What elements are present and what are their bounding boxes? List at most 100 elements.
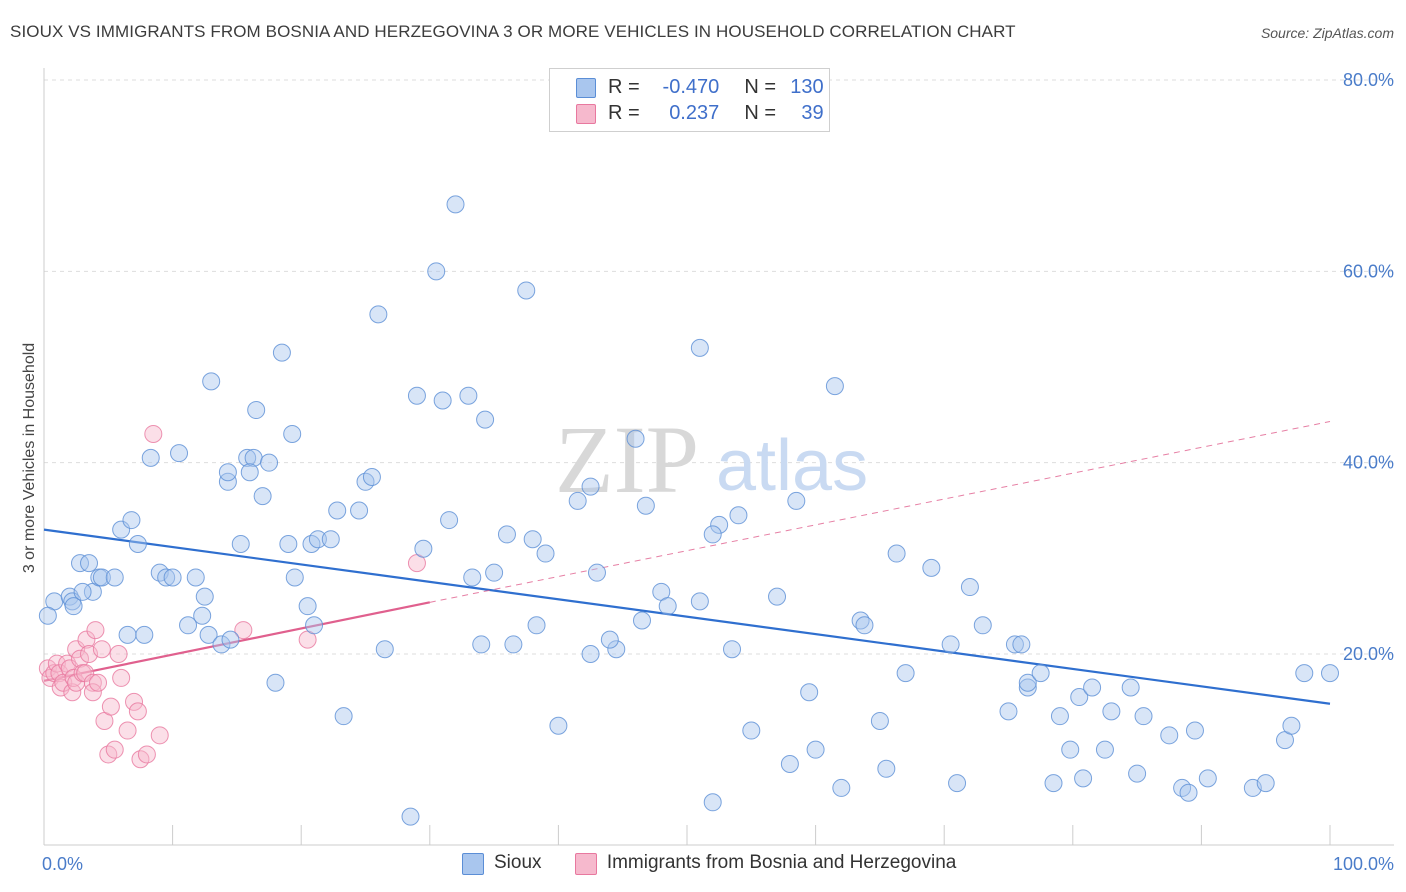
sioux-point — [960, 578, 979, 597]
sioux-point — [1012, 635, 1031, 654]
sioux-point — [703, 525, 722, 544]
legend-swatch-bosnia — [576, 104, 596, 124]
sioux-point — [1321, 664, 1339, 683]
sioux-point — [581, 645, 600, 663]
sioux-point — [38, 606, 57, 625]
legend-r-value-bosnia: 0.237 — [669, 102, 720, 124]
sioux-point — [1018, 673, 1037, 692]
x-tick-label: 100.0% — [1333, 854, 1394, 874]
chart-title: SIOUX VS IMMIGRANTS FROM BOSNIA AND HERZ… — [10, 22, 1016, 41]
sioux-point — [218, 463, 237, 482]
sioux-point — [118, 625, 137, 644]
sioux-point — [433, 391, 452, 410]
bosnia-point — [118, 721, 137, 740]
sioux-point — [64, 597, 83, 616]
bosnia-point — [86, 621, 105, 640]
y-tick-label: 20.0% — [1343, 644, 1394, 664]
sioux-point — [80, 554, 99, 573]
sioux-point — [690, 338, 709, 357]
sioux-point — [401, 807, 420, 826]
legend-n-label: N = — [744, 102, 777, 124]
sioux-point — [690, 592, 709, 611]
sioux-point — [877, 759, 896, 778]
bottom-legend: Sioux Immigrants from Bosnia and Herzego… — [462, 852, 984, 875]
sioux-point — [328, 501, 347, 520]
sioux-point — [163, 568, 182, 587]
sioux-point — [504, 635, 523, 654]
watermark: ZIP atlas — [555, 406, 868, 513]
gridlines — [44, 79, 1394, 655]
sioux-point — [73, 582, 92, 601]
bottom-legend-label-sioux: Sioux — [494, 852, 542, 873]
bosnia-point — [50, 664, 69, 683]
sioux-point — [1198, 769, 1217, 788]
sioux-point — [742, 721, 761, 740]
watermark-zip: ZIP — [555, 406, 699, 513]
sioux-point — [440, 511, 459, 530]
sioux-point — [1070, 688, 1089, 707]
bottom-legend-swatch-sioux — [462, 853, 484, 875]
sioux-point — [703, 793, 722, 812]
sioux-point — [800, 683, 819, 702]
sioux-point — [1160, 726, 1179, 745]
sioux-point — [105, 568, 124, 587]
sioux-point — [459, 386, 478, 405]
y-tick-label: 80.0% — [1343, 70, 1394, 90]
sioux-point — [476, 410, 495, 429]
legend-n-value-bosnia: 39 — [801, 102, 824, 124]
sioux-point — [221, 630, 240, 649]
sioux-point — [240, 463, 259, 482]
bosnia-point — [144, 424, 163, 443]
bosnia-point — [150, 726, 169, 745]
sioux-point — [238, 448, 257, 467]
bosnia-point — [83, 683, 102, 702]
sioux-point — [71, 554, 90, 573]
sioux-point — [1185, 721, 1204, 740]
axes — [43, 68, 1394, 846]
sioux-point — [427, 262, 446, 281]
sioux-point — [179, 616, 198, 635]
legend-r-label: R = — [608, 76, 640, 98]
sioux-point — [1295, 664, 1314, 683]
sioux-point — [658, 597, 677, 616]
sioux-point — [202, 372, 221, 391]
legend-r-label: R = — [608, 102, 640, 124]
sioux-point — [780, 755, 799, 774]
sioux-point — [710, 515, 729, 534]
sioux-point — [768, 587, 787, 606]
bosnia-point — [109, 645, 128, 663]
bosnia-point — [137, 745, 156, 764]
bosnia-point — [101, 697, 120, 716]
sioux-point — [1018, 678, 1037, 697]
watermark-atlas: atlas — [716, 426, 868, 506]
y-tick-label: 40.0% — [1343, 453, 1394, 473]
bosnia-point — [112, 668, 131, 687]
sioux-point — [135, 625, 154, 644]
sioux-point — [887, 544, 906, 563]
sioux-point — [1074, 769, 1093, 788]
sioux-point — [1031, 664, 1050, 683]
sioux-point — [157, 568, 176, 587]
x-tick-label: 0.0% — [42, 854, 83, 874]
sioux-point — [414, 539, 433, 558]
sioux-point — [186, 568, 205, 587]
sioux-point — [375, 640, 394, 659]
sioux-point — [1095, 740, 1114, 759]
sioux-point — [463, 568, 482, 587]
sioux-point — [497, 525, 516, 544]
bottom-legend-bosnia: Immigrants from Bosnia and Herzegovina — [574, 852, 956, 875]
sioux-point — [536, 544, 555, 563]
sioux-point — [1044, 774, 1063, 793]
sioux-point — [787, 491, 806, 510]
sioux-point — [247, 401, 266, 420]
sioux-point — [141, 448, 160, 467]
sioux-point — [636, 496, 655, 515]
sioux-point — [1050, 707, 1069, 726]
sioux-point — [973, 616, 992, 635]
bosnia-trend-line — [43, 601, 431, 682]
sioux-point — [231, 534, 250, 553]
sioux-point — [266, 673, 285, 692]
sioux-point — [407, 386, 426, 405]
sioux-point — [1083, 678, 1102, 697]
